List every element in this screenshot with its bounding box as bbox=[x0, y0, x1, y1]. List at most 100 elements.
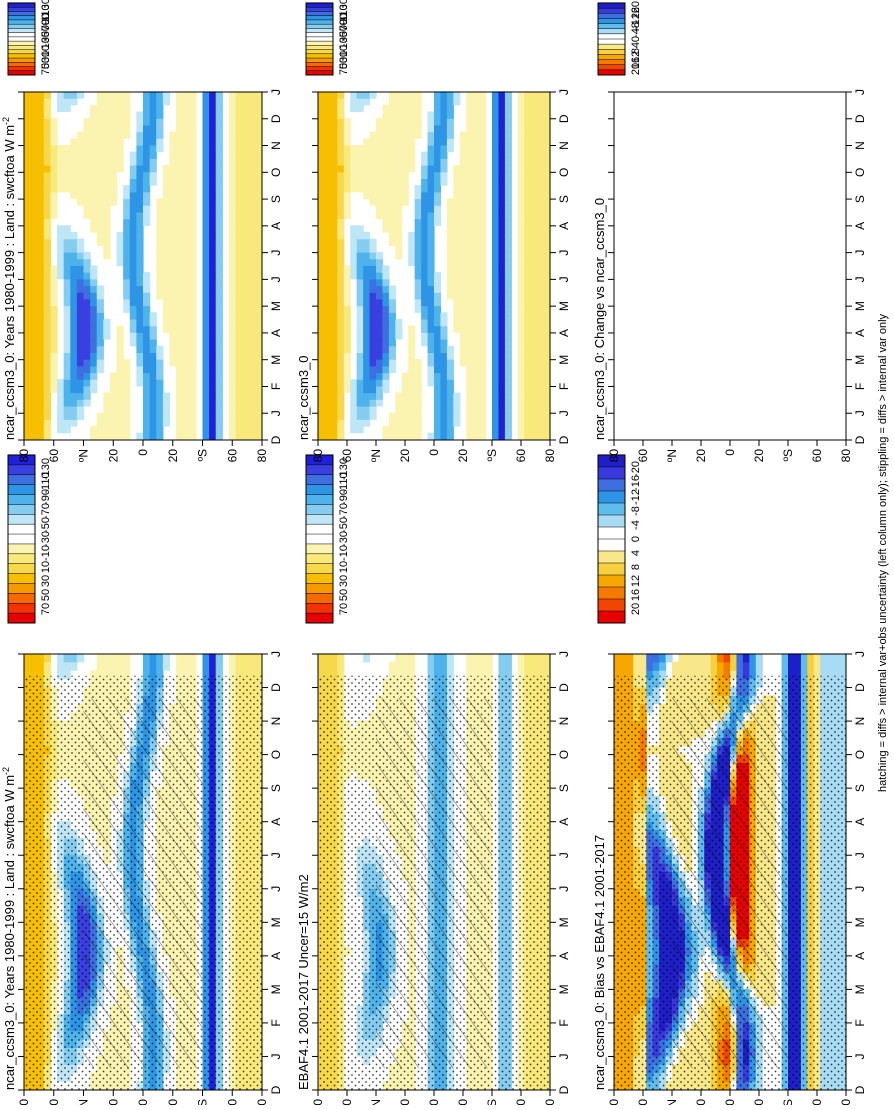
lat-tick-label: 20 bbox=[166, 1099, 180, 1105]
month-tick-label: D bbox=[269, 1085, 283, 1094]
month-tick-label: J bbox=[269, 410, 283, 416]
month-tick-label: D bbox=[269, 114, 283, 123]
month-tick-label: S bbox=[269, 784, 283, 792]
month-tick-label: D bbox=[557, 435, 571, 444]
month-tick-label: N bbox=[557, 141, 571, 150]
lat-tick-label: 60 bbox=[514, 449, 528, 463]
month-tick-label: J bbox=[853, 250, 867, 256]
month-tick-label: D bbox=[853, 683, 867, 692]
lat-tick-label: ºN bbox=[665, 449, 679, 462]
lat-tick-label: 80 bbox=[607, 449, 621, 463]
panel-left-top: DJFMAMJJASONDJ8060ºN20020ºS6080ncar_ccsm… bbox=[1, 455, 283, 1105]
month-tick-label: J bbox=[557, 852, 571, 858]
month-tick-label: S bbox=[853, 784, 867, 792]
month-tick-label: O bbox=[853, 750, 867, 759]
month-tick-label: J bbox=[557, 1053, 571, 1059]
month-tick-label: J bbox=[853, 886, 867, 892]
lat-tick-label: 20 bbox=[752, 449, 766, 463]
month-tick-label: M bbox=[853, 355, 867, 365]
lat-tick-label: 60 bbox=[810, 449, 824, 463]
panel-title: ncar_ccsm3_0: Years 1980-1999 : Land : s… bbox=[1, 117, 17, 440]
month-tick-label: O bbox=[269, 750, 283, 759]
lat-tick-label: 20 bbox=[752, 1099, 766, 1105]
month-tick-label: D bbox=[853, 1085, 867, 1094]
lat-tick-label: 0 bbox=[136, 1099, 150, 1105]
month-tick-label: A bbox=[557, 818, 571, 826]
month-tick-label: M bbox=[557, 917, 571, 927]
footnote: hatching = diffs > internal var+obs unce… bbox=[877, 313, 889, 792]
month-tick-label: A bbox=[853, 818, 867, 826]
month-tick-label: A bbox=[269, 222, 283, 230]
colorbar-tick-label: -20 bbox=[630, 1, 642, 17]
colorbar-tick-label: -8 bbox=[630, 506, 642, 516]
lat-tick-label: 60 bbox=[636, 449, 650, 463]
month-tick-label: A bbox=[269, 329, 283, 337]
month-tick-label: J bbox=[269, 886, 283, 892]
lat-tick-label: ºN bbox=[77, 1099, 91, 1105]
month-tick-label: D bbox=[557, 683, 571, 692]
month-tick-label: M bbox=[269, 984, 283, 994]
month-tick-label: J bbox=[557, 651, 571, 657]
lat-tick-label: 80 bbox=[17, 1099, 31, 1105]
lat-tick-label: ºN bbox=[369, 1099, 383, 1105]
lat-tick-label: 0 bbox=[136, 449, 150, 456]
month-tick-label: J bbox=[853, 89, 867, 95]
month-tick-label: M bbox=[853, 984, 867, 994]
month-tick-label: F bbox=[853, 383, 867, 390]
month-tick-label: O bbox=[853, 168, 867, 177]
lat-tick-label: 0 bbox=[723, 1099, 737, 1105]
lat-tick-label: ºN bbox=[665, 1099, 679, 1105]
colorbar-tick-label: 70 bbox=[338, 603, 350, 615]
lat-tick-label: 60 bbox=[636, 1099, 650, 1105]
colorbar-tick-label: 50 bbox=[40, 589, 52, 601]
panel-title: ncar_ccsm3_0: Bias vs EBAF4.1 2001-2017 bbox=[592, 835, 607, 1090]
month-tick-label: J bbox=[269, 276, 283, 282]
lat-tick-label: ºS bbox=[196, 449, 210, 461]
panel-title: EBAF4.1 2001-2017 Uncer=15 W/m2 bbox=[296, 874, 311, 1090]
lat-tick-label: 20 bbox=[694, 1099, 708, 1105]
month-tick-label: A bbox=[269, 818, 283, 826]
lat-tick-label: 20 bbox=[456, 1099, 470, 1105]
lat-tick-label: 80 bbox=[543, 449, 557, 463]
month-tick-label: J bbox=[853, 410, 867, 416]
month-tick-label: D bbox=[853, 435, 867, 444]
colorbar-tick-label: 8 bbox=[630, 564, 642, 570]
panel-title: ncar_ccsm3_0: Years 1980-1999 : Land : s… bbox=[1, 767, 17, 1090]
colorbar-tick-label: 12 bbox=[630, 575, 642, 587]
month-tick-label: J bbox=[853, 1053, 867, 1059]
panel-title: ncar_ccsm3_0: Change vs ncar_ccsm3_0 bbox=[592, 198, 607, 440]
lat-tick-label: 80 bbox=[17, 449, 31, 463]
lat-tick-label: 20 bbox=[166, 449, 180, 463]
month-tick-label: J bbox=[269, 89, 283, 95]
lat-tick-label: 60 bbox=[47, 449, 61, 463]
lat-tick-label: 60 bbox=[514, 1099, 528, 1105]
lat-tick-label: 80 bbox=[255, 1099, 269, 1105]
month-tick-label: J bbox=[853, 651, 867, 657]
month-tick-label: J bbox=[853, 852, 867, 858]
lat-tick-label: 0 bbox=[723, 449, 737, 456]
month-tick-label: D bbox=[853, 114, 867, 123]
month-tick-label: O bbox=[557, 750, 571, 759]
month-tick-label: F bbox=[557, 383, 571, 390]
month-tick-label: J bbox=[269, 1053, 283, 1059]
lat-tick-label: ºN bbox=[77, 449, 91, 462]
colorbar-tick-label: -130 bbox=[338, 0, 350, 20]
lat-tick-label: 60 bbox=[340, 449, 354, 463]
month-tick-label: J bbox=[557, 250, 571, 256]
month-tick-label: J bbox=[269, 651, 283, 657]
lat-tick-label: 80 bbox=[311, 449, 325, 463]
month-tick-label: J bbox=[269, 250, 283, 256]
month-tick-label: O bbox=[557, 168, 571, 177]
month-tick-label: J bbox=[557, 89, 571, 95]
month-tick-label: J bbox=[557, 276, 571, 282]
month-tick-label: M bbox=[269, 917, 283, 927]
month-tick-label: M bbox=[269, 301, 283, 311]
month-tick-label: F bbox=[853, 1019, 867, 1026]
lat-tick-label: 60 bbox=[340, 1099, 354, 1105]
